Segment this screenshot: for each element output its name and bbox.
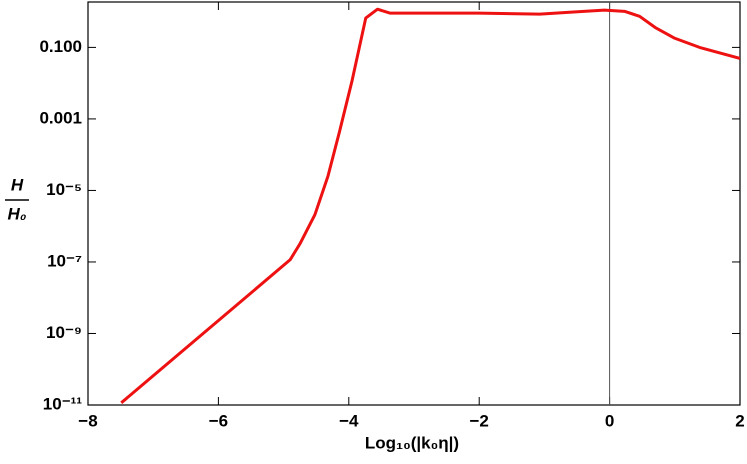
y-tick-label: 10⁻⁵ <box>46 180 82 199</box>
y-tick-label: 10⁻¹¹ <box>43 394 83 413</box>
y-tick-label: 10⁻⁹ <box>46 323 82 342</box>
x-axis-label: Log₁₀(|k₀η|) <box>365 433 459 452</box>
plot-frame <box>87 1 741 406</box>
y-tick-label: 0.100 <box>39 37 82 56</box>
data-line <box>120 7 740 404</box>
x-tick-label: −8 <box>78 411 97 430</box>
x-tick-label: −2 <box>470 411 489 430</box>
x-tick-label: −4 <box>339 411 359 430</box>
y-tick-label: 0.001 <box>39 108 82 127</box>
y-axis-label-numerator: H <box>11 175 24 194</box>
y-tick-label: 10⁻⁷ <box>47 251 82 270</box>
y-axis-label-denominator: H₀ <box>8 204 27 223</box>
x-tick-label: 2 <box>735 411 744 430</box>
x-tick-label: 0 <box>605 411 614 430</box>
x-tick-label: −6 <box>209 411 228 430</box>
